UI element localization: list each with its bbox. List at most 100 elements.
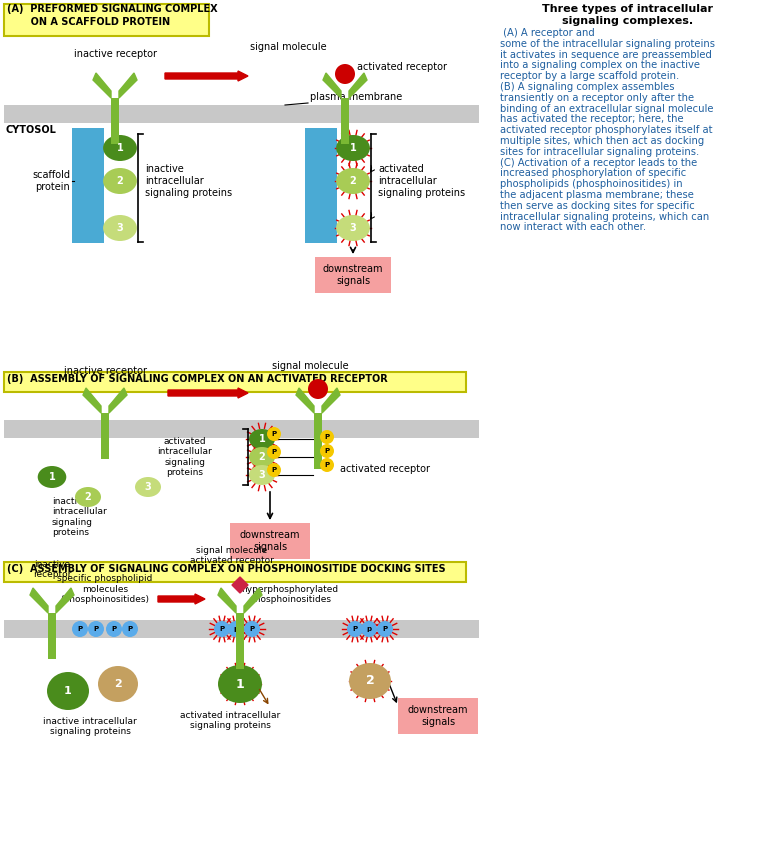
Polygon shape: [83, 388, 101, 413]
Text: 3: 3: [145, 482, 152, 492]
Circle shape: [320, 430, 334, 444]
Polygon shape: [168, 388, 248, 398]
Text: P: P: [127, 626, 133, 632]
Text: specific phospholipid
molecules
(phosphoinositides): specific phospholipid molecules (phospho…: [58, 574, 152, 604]
Polygon shape: [323, 73, 341, 98]
Ellipse shape: [336, 168, 370, 194]
Text: (B)  ASSEMBLY OF SIGNALING COMPLEX ON AN ACTIVATED RECEPTOR: (B) ASSEMBLY OF SIGNALING COMPLEX ON AN …: [7, 374, 388, 384]
Text: inactive receptor: inactive receptor: [64, 366, 146, 376]
Polygon shape: [119, 73, 137, 98]
Circle shape: [72, 621, 88, 637]
Polygon shape: [30, 588, 48, 613]
Bar: [111, 98, 119, 144]
Text: inactive
receptor: inactive receptor: [33, 560, 71, 579]
Text: P: P: [324, 462, 330, 468]
Text: Three types of intracellular: Three types of intracellular: [543, 4, 713, 14]
Polygon shape: [165, 71, 248, 81]
Text: P: P: [111, 626, 117, 632]
Ellipse shape: [47, 672, 89, 710]
Text: 1: 1: [258, 434, 265, 444]
Text: increased phosphorylation of specific: increased phosphorylation of specific: [500, 169, 686, 178]
Circle shape: [335, 64, 355, 84]
Polygon shape: [322, 388, 340, 413]
Text: 1: 1: [236, 678, 244, 690]
Text: 3: 3: [258, 470, 265, 480]
Text: hyperphosphorylated
phosphoinositides: hyperphosphorylated phosphoinositides: [242, 585, 339, 604]
Text: inactive intracellular
signaling proteins: inactive intracellular signaling protein…: [43, 717, 137, 737]
Text: 2: 2: [349, 176, 356, 186]
Bar: [230, 523, 310, 559]
Text: downstream
signals: downstream signals: [240, 530, 300, 552]
Text: P: P: [219, 626, 224, 632]
Bar: [48, 613, 56, 659]
Circle shape: [122, 621, 138, 637]
Text: activated
intracellular
signaling proteins: activated intracellular signaling protei…: [378, 165, 465, 197]
Bar: [72, 128, 104, 243]
Text: 3: 3: [349, 223, 356, 233]
Text: p: p: [366, 626, 371, 632]
Text: (C) Activation of a receptor leads to the: (C) Activation of a receptor leads to th…: [500, 158, 697, 168]
Bar: [4, 620, 479, 638]
Circle shape: [308, 379, 328, 399]
Text: activated
intracellular
signaling
proteins: activated intracellular signaling protei…: [158, 437, 212, 477]
Text: activated receptor: activated receptor: [357, 62, 447, 72]
Circle shape: [320, 444, 334, 458]
Text: into a signaling complex on the inactive: into a signaling complex on the inactive: [500, 61, 700, 70]
Text: receptor by a large scaffold protein.: receptor by a large scaffold protein.: [500, 71, 679, 81]
Ellipse shape: [249, 465, 275, 485]
Text: now interact with each other.: now interact with each other.: [500, 223, 646, 232]
Text: P: P: [77, 626, 83, 632]
Ellipse shape: [249, 429, 275, 449]
Text: inactive receptor: inactive receptor: [74, 49, 156, 59]
Text: intracellular signaling proteins, which can: intracellular signaling proteins, which …: [500, 212, 709, 222]
Circle shape: [267, 427, 281, 441]
Text: sites for intracellular signaling proteins.: sites for intracellular signaling protei…: [500, 147, 699, 157]
Ellipse shape: [349, 663, 391, 699]
Text: 2: 2: [365, 674, 374, 688]
Text: P: P: [324, 434, 330, 440]
Bar: [236, 613, 244, 669]
Text: activated receptor phosphorylates itself at: activated receptor phosphorylates itself…: [500, 125, 713, 135]
Text: P: P: [249, 626, 255, 632]
Text: signal molecule: signal molecule: [250, 42, 327, 52]
Text: P: P: [271, 449, 277, 455]
Text: P: P: [352, 626, 358, 632]
Text: activated receptor: activated receptor: [340, 464, 430, 474]
Text: 1: 1: [64, 686, 72, 696]
Text: scaffold
protein: scaffold protein: [32, 170, 70, 192]
Ellipse shape: [336, 215, 370, 241]
Text: inactive
intracellular
signaling proteins: inactive intracellular signaling protein…: [145, 165, 232, 197]
Text: (A)  PREFORMED SIGNALING COMPLEX: (A) PREFORMED SIGNALING COMPLEX: [7, 4, 218, 14]
Ellipse shape: [135, 477, 161, 497]
Text: P: P: [271, 431, 277, 437]
Circle shape: [228, 621, 244, 637]
Text: then serve as docking sites for specific: then serve as docking sites for specific: [500, 201, 695, 211]
Text: plasma membrane: plasma membrane: [310, 92, 402, 102]
Polygon shape: [158, 594, 205, 604]
Text: has activated the receptor; here, the: has activated the receptor; here, the: [500, 115, 684, 124]
Text: 1: 1: [117, 143, 124, 153]
Text: downstream
signals: downstream signals: [323, 264, 384, 286]
Ellipse shape: [249, 447, 275, 467]
Ellipse shape: [103, 168, 137, 194]
Bar: [4, 562, 466, 582]
Circle shape: [106, 621, 122, 637]
Circle shape: [377, 621, 393, 637]
Text: downstream
signals: downstream signals: [408, 706, 468, 727]
Text: phospholipids (phosphoinositides) in: phospholipids (phosphoinositides) in: [500, 179, 683, 189]
Text: signal molecule: signal molecule: [271, 361, 349, 371]
Circle shape: [244, 621, 260, 637]
Ellipse shape: [98, 666, 138, 702]
Circle shape: [361, 621, 377, 637]
Ellipse shape: [38, 466, 66, 488]
Text: 1: 1: [349, 143, 356, 153]
Text: 2: 2: [117, 176, 124, 186]
Polygon shape: [218, 588, 236, 613]
Polygon shape: [244, 588, 262, 613]
Polygon shape: [109, 388, 127, 413]
Circle shape: [267, 445, 281, 459]
Bar: [315, 257, 391, 293]
Bar: [314, 413, 322, 469]
Text: P: P: [324, 448, 330, 454]
Circle shape: [214, 621, 230, 637]
